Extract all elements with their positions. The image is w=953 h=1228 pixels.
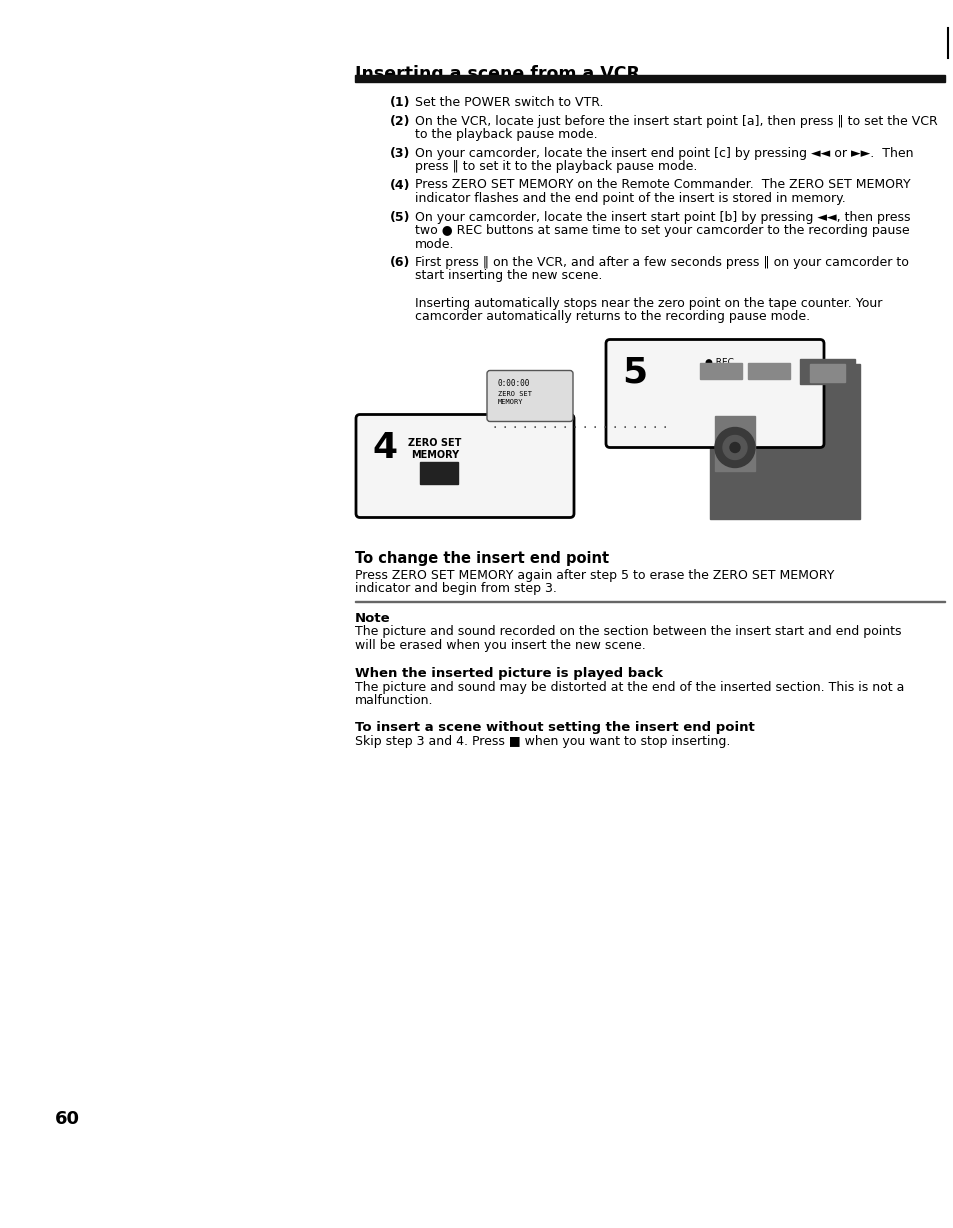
Circle shape (714, 427, 754, 468)
Text: The picture and sound may be distorted at the end of the inserted section. This : The picture and sound may be distorted a… (355, 680, 903, 694)
Text: two ● REC buttons at same time to set your camcorder to the recording pause: two ● REC buttons at same time to set yo… (415, 223, 908, 237)
Text: Press ZERO SET MEMORY again after step 5 to erase the ZERO SET MEMORY: Press ZERO SET MEMORY again after step 5… (355, 569, 834, 582)
Text: .: . (562, 416, 567, 431)
Text: .: . (582, 416, 587, 431)
Bar (714, 415, 754, 470)
Text: Set the POWER switch to VTR.: Set the POWER switch to VTR. (415, 96, 603, 109)
Text: .: . (632, 416, 637, 431)
Text: .: . (502, 416, 507, 431)
Bar (709, 363, 859, 518)
Text: Inserting a scene from a VCR: Inserting a scene from a VCR (355, 65, 639, 84)
Text: (3): (3) (390, 146, 410, 160)
Text: mode.: mode. (415, 237, 454, 251)
Text: On your camcorder, locate the insert end point [c] by pressing ◄◄ or ►►.  Then: On your camcorder, locate the insert end… (415, 146, 913, 160)
FancyBboxPatch shape (605, 339, 823, 447)
Text: To insert a scene without setting the insert end point: To insert a scene without setting the in… (355, 722, 754, 734)
Text: To change the insert end point: To change the insert end point (355, 551, 608, 566)
Text: On your camcorder, locate the insert start point [b] by pressing ◄◄, then press: On your camcorder, locate the insert sta… (415, 210, 909, 223)
Text: .: . (533, 416, 537, 431)
Text: .: . (572, 416, 577, 431)
Text: ZERO SET: ZERO SET (497, 391, 532, 397)
Text: .: . (652, 416, 657, 431)
Text: 60: 60 (55, 1110, 80, 1129)
Text: camcorder automatically returns to the recording pause mode.: camcorder automatically returns to the r… (415, 309, 809, 323)
Circle shape (729, 442, 740, 452)
Circle shape (722, 436, 746, 459)
Text: .: . (542, 416, 547, 431)
Text: ZERO SET
MEMORY: ZERO SET MEMORY (408, 438, 461, 460)
Text: start inserting the new scene.: start inserting the new scene. (415, 269, 601, 282)
Text: .: . (592, 416, 597, 431)
Text: ● REC: ● REC (704, 357, 733, 366)
Text: First press ‖ on the VCR, and after a few seconds press ‖ on your camcorder to: First press ‖ on the VCR, and after a fe… (415, 255, 908, 269)
Text: indicator and begin from step 3.: indicator and begin from step 3. (355, 582, 557, 596)
Text: .: . (522, 416, 527, 431)
Text: .: . (612, 416, 617, 431)
Text: .: . (642, 416, 646, 431)
Text: .: . (602, 416, 606, 431)
FancyBboxPatch shape (355, 415, 574, 517)
Bar (747, 362, 789, 378)
Text: (5): (5) (390, 210, 410, 223)
Text: to the playback pause mode.: to the playback pause mode. (415, 128, 597, 141)
FancyBboxPatch shape (486, 371, 573, 421)
Text: (2): (2) (390, 114, 410, 128)
Text: Inserting automatically stops near the zero point on the tape counter. Your: Inserting automatically stops near the z… (415, 296, 882, 309)
Text: press ‖ to set it to the playback pause mode.: press ‖ to set it to the playback pause … (415, 160, 697, 173)
Text: Note: Note (355, 612, 390, 625)
Text: malfunction.: malfunction. (355, 694, 433, 707)
Text: (1): (1) (390, 96, 410, 109)
Bar (419, 462, 457, 484)
Bar (700, 362, 741, 378)
Text: (4): (4) (390, 178, 410, 192)
Text: will be erased when you insert the new scene.: will be erased when you insert the new s… (355, 639, 645, 652)
Text: When the inserted picture is played back: When the inserted picture is played back (355, 667, 662, 679)
Text: On the VCR, locate just before the insert start point [a], then press ‖ to set t: On the VCR, locate just before the inser… (415, 114, 937, 128)
Text: 5: 5 (621, 355, 646, 389)
Bar (800, 359, 854, 383)
Text: indicator flashes and the end point of the insert is stored in memory.: indicator flashes and the end point of t… (415, 192, 845, 205)
Text: Press ZERO SET MEMORY on the Remote Commander.  The ZERO SET MEMORY: Press ZERO SET MEMORY on the Remote Comm… (415, 178, 910, 192)
Text: 0:00:00: 0:00:00 (497, 379, 530, 388)
Text: The picture and sound recorded on the section between the insert start and end p: The picture and sound recorded on the se… (355, 625, 901, 639)
Text: .: . (493, 416, 497, 431)
Text: .: . (622, 416, 626, 431)
Bar (355, 75, 944, 82)
Text: .: . (552, 416, 557, 431)
Text: .: . (662, 416, 666, 431)
Bar (809, 363, 844, 382)
Text: 4: 4 (372, 431, 396, 464)
Text: (6): (6) (390, 255, 410, 269)
Text: MEMORY: MEMORY (497, 399, 523, 405)
Text: .: . (513, 416, 517, 431)
Text: Skip step 3 and 4. Press ■ when you want to stop inserting.: Skip step 3 and 4. Press ■ when you want… (355, 736, 730, 749)
